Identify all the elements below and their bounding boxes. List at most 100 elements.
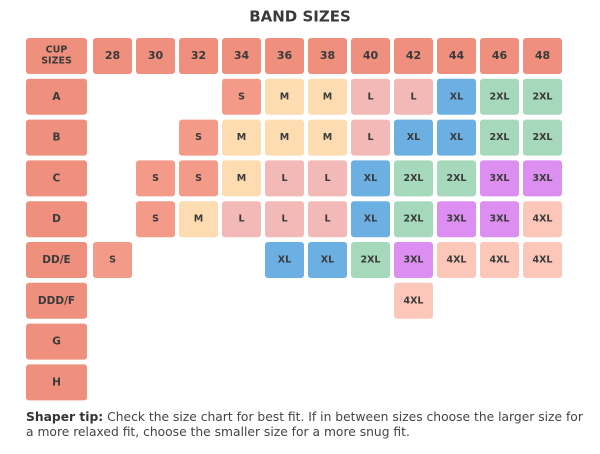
size-label: L (324, 173, 330, 184)
size-label: L (367, 91, 373, 102)
size-label: 2XL (404, 173, 424, 184)
size-label: L (410, 91, 416, 102)
size-cell (265, 160, 304, 197)
cup-label: G (52, 336, 61, 348)
size-label: L (324, 214, 330, 225)
size-cell (523, 242, 562, 278)
size-label: S (152, 173, 159, 184)
tip-text: Check the size chart for best fit. If in… (26, 410, 583, 439)
size-label: XL (450, 91, 463, 102)
size-cell (523, 78, 562, 115)
size-label: 2XL (404, 214, 424, 225)
cup-label: DD/E (42, 254, 70, 266)
size-cell (136, 160, 175, 197)
size-cell (265, 242, 304, 278)
size-cell (308, 160, 347, 197)
size-label: L (281, 173, 287, 184)
size-cell (351, 78, 390, 115)
size-label: 2XL (490, 91, 510, 102)
size-label: M (237, 132, 246, 143)
size-label: XL (407, 132, 420, 143)
size-cell (179, 160, 218, 197)
cup-cell (26, 201, 87, 238)
size-label: 2XL (533, 132, 553, 143)
cup-cell (26, 282, 87, 319)
cup-label: D (52, 213, 61, 225)
size-label: 2XL (447, 173, 467, 184)
cup-label: DDD/F (38, 295, 75, 307)
size-label: M (323, 91, 332, 102)
size-label: XL (321, 255, 334, 266)
band-label: 36 (277, 49, 293, 62)
size-cell (308, 242, 347, 278)
size-cell (437, 119, 476, 156)
cup-label: C (53, 172, 61, 184)
size-label: 4XL (533, 214, 553, 225)
size-cell (480, 160, 519, 197)
size-label: XL (450, 132, 463, 143)
header-cell (480, 38, 519, 74)
size-label: 3XL (490, 173, 510, 184)
size-label: S (109, 255, 116, 266)
header-cell (265, 38, 304, 74)
band-label: 48 (535, 49, 550, 62)
size-label: M (280, 91, 289, 102)
size-cell (437, 78, 476, 115)
size-cell (308, 78, 347, 115)
header-cell (351, 38, 390, 74)
band-label: 28 (105, 49, 120, 62)
cup-label: A (52, 91, 61, 103)
size-cell (179, 119, 218, 156)
header-cell (179, 38, 218, 74)
size-cell (351, 242, 390, 278)
size-cell (308, 201, 347, 238)
header-cell (136, 38, 175, 74)
band-label: 32 (191, 49, 206, 62)
tip-label: Shaper tip: (26, 410, 104, 424)
size-label: 4XL (404, 295, 424, 306)
size-cell (523, 201, 562, 238)
size-cell (480, 119, 519, 156)
size-cell (136, 201, 175, 238)
header-cell (222, 38, 261, 74)
size-label: S (152, 214, 159, 225)
header-cell (93, 38, 132, 74)
header-cell (26, 38, 87, 74)
size-cell (351, 160, 390, 197)
size-cell (394, 160, 433, 197)
cup-label: B (52, 132, 60, 144)
band-label: 44 (449, 49, 465, 62)
size-cell (394, 201, 433, 238)
size-label: XL (364, 173, 377, 184)
cup-label: SIZES (41, 56, 72, 67)
header-cell (308, 38, 347, 74)
size-label: 4XL (490, 255, 510, 266)
size-cell (265, 119, 304, 156)
size-label: S (238, 91, 245, 102)
size-cell (351, 201, 390, 238)
size-cell (480, 201, 519, 238)
size-label: S (195, 132, 202, 143)
size-cell (394, 242, 433, 278)
size-label: 4XL (533, 255, 553, 266)
size-label: 3XL (490, 214, 510, 225)
size-cell (222, 201, 261, 238)
size-label: 4XL (447, 255, 467, 266)
header-cell (523, 38, 562, 74)
size-label: 2XL (490, 132, 510, 143)
size-cell (394, 119, 433, 156)
header-cell (394, 38, 433, 74)
size-cell (394, 78, 433, 115)
size-cell (308, 119, 347, 156)
cup-cell (26, 323, 87, 360)
size-label: M (323, 132, 332, 143)
cup-cell (26, 119, 87, 156)
size-label: 2XL (361, 255, 381, 266)
size-cell (265, 78, 304, 115)
cup-label: CUP (46, 45, 68, 56)
header-cell (437, 38, 476, 74)
size-label: M (194, 214, 203, 225)
cup-cell (26, 160, 87, 197)
size-label: 3XL (404, 255, 424, 266)
